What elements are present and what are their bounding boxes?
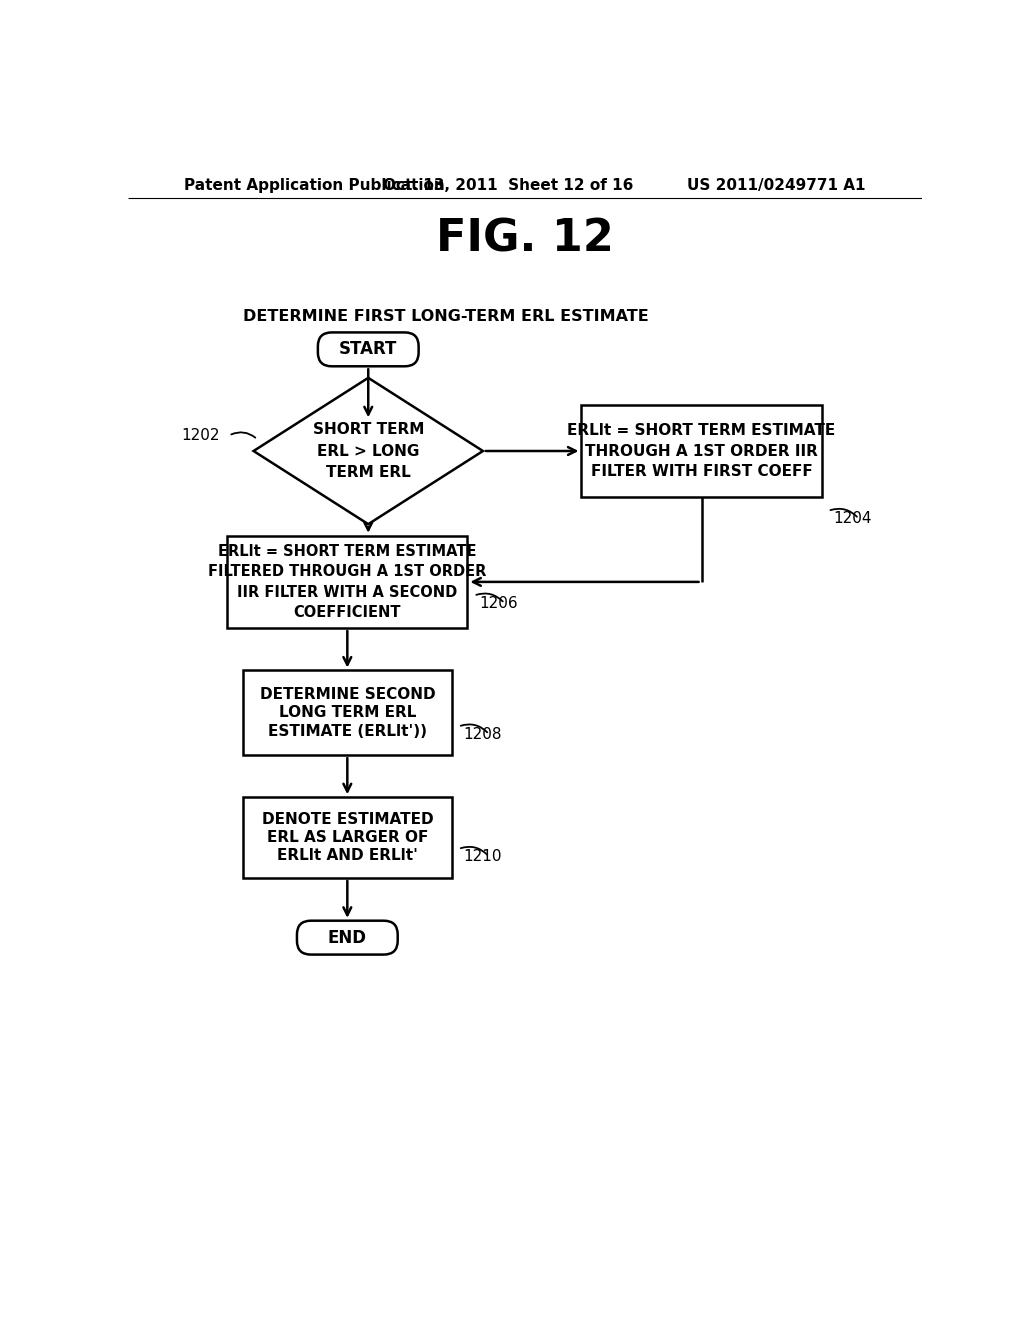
Text: 1208: 1208	[464, 727, 502, 742]
Text: 1204: 1204	[834, 511, 871, 527]
Text: ERLlt AND ERLlt': ERLlt AND ERLlt'	[276, 847, 418, 863]
Bar	[243, 797, 452, 878]
Text: TERM ERL: TERM ERL	[326, 466, 411, 480]
Text: LONG TERM ERL: LONG TERM ERL	[279, 705, 416, 721]
Text: US 2011/0249771 A1: US 2011/0249771 A1	[687, 178, 866, 193]
Text: ERL > LONG: ERL > LONG	[317, 444, 420, 458]
Bar	[227, 536, 467, 628]
Text: START: START	[339, 341, 397, 358]
Bar	[243, 671, 452, 755]
FancyBboxPatch shape	[297, 921, 397, 954]
Text: IIR FILTER WITH A SECOND: IIR FILTER WITH A SECOND	[238, 585, 458, 599]
Bar	[582, 405, 821, 498]
Text: Oct. 13, 2011  Sheet 12 of 16: Oct. 13, 2011 Sheet 12 of 16	[383, 178, 633, 193]
Text: END: END	[328, 929, 367, 946]
Text: ERL AS LARGER OF: ERL AS LARGER OF	[266, 830, 428, 845]
Polygon shape	[254, 378, 483, 524]
Text: 1202: 1202	[181, 428, 219, 444]
Text: ESTIMATE (ERLlt')): ESTIMATE (ERLlt'))	[268, 723, 427, 739]
Text: SHORT TERM: SHORT TERM	[312, 421, 424, 437]
Text: FILTER WITH FIRST COEFF: FILTER WITH FIRST COEFF	[591, 463, 812, 479]
Text: FIG. 12: FIG. 12	[436, 218, 613, 261]
Text: ERLlt = SHORT TERM ESTIMATE: ERLlt = SHORT TERM ESTIMATE	[218, 544, 476, 558]
Text: COEFFICIENT: COEFFICIENT	[294, 605, 401, 620]
Text: ERLlt = SHORT TERM ESTIMATE: ERLlt = SHORT TERM ESTIMATE	[567, 424, 836, 438]
FancyBboxPatch shape	[317, 333, 419, 367]
Text: 1210: 1210	[464, 849, 502, 865]
Text: DETERMINE SECOND: DETERMINE SECOND	[259, 686, 435, 702]
Text: DETERMINE FIRST LONG-TERM ERL ESTIMATE: DETERMINE FIRST LONG-TERM ERL ESTIMATE	[243, 309, 648, 323]
Text: Patent Application Publication: Patent Application Publication	[183, 178, 444, 193]
Text: FILTERED THROUGH A 1ST ORDER: FILTERED THROUGH A 1ST ORDER	[208, 564, 486, 579]
Text: THROUGH A 1ST ORDER IIR: THROUGH A 1ST ORDER IIR	[585, 444, 818, 458]
Text: 1206: 1206	[479, 595, 518, 611]
Text: DENOTE ESTIMATED: DENOTE ESTIMATED	[261, 812, 433, 828]
